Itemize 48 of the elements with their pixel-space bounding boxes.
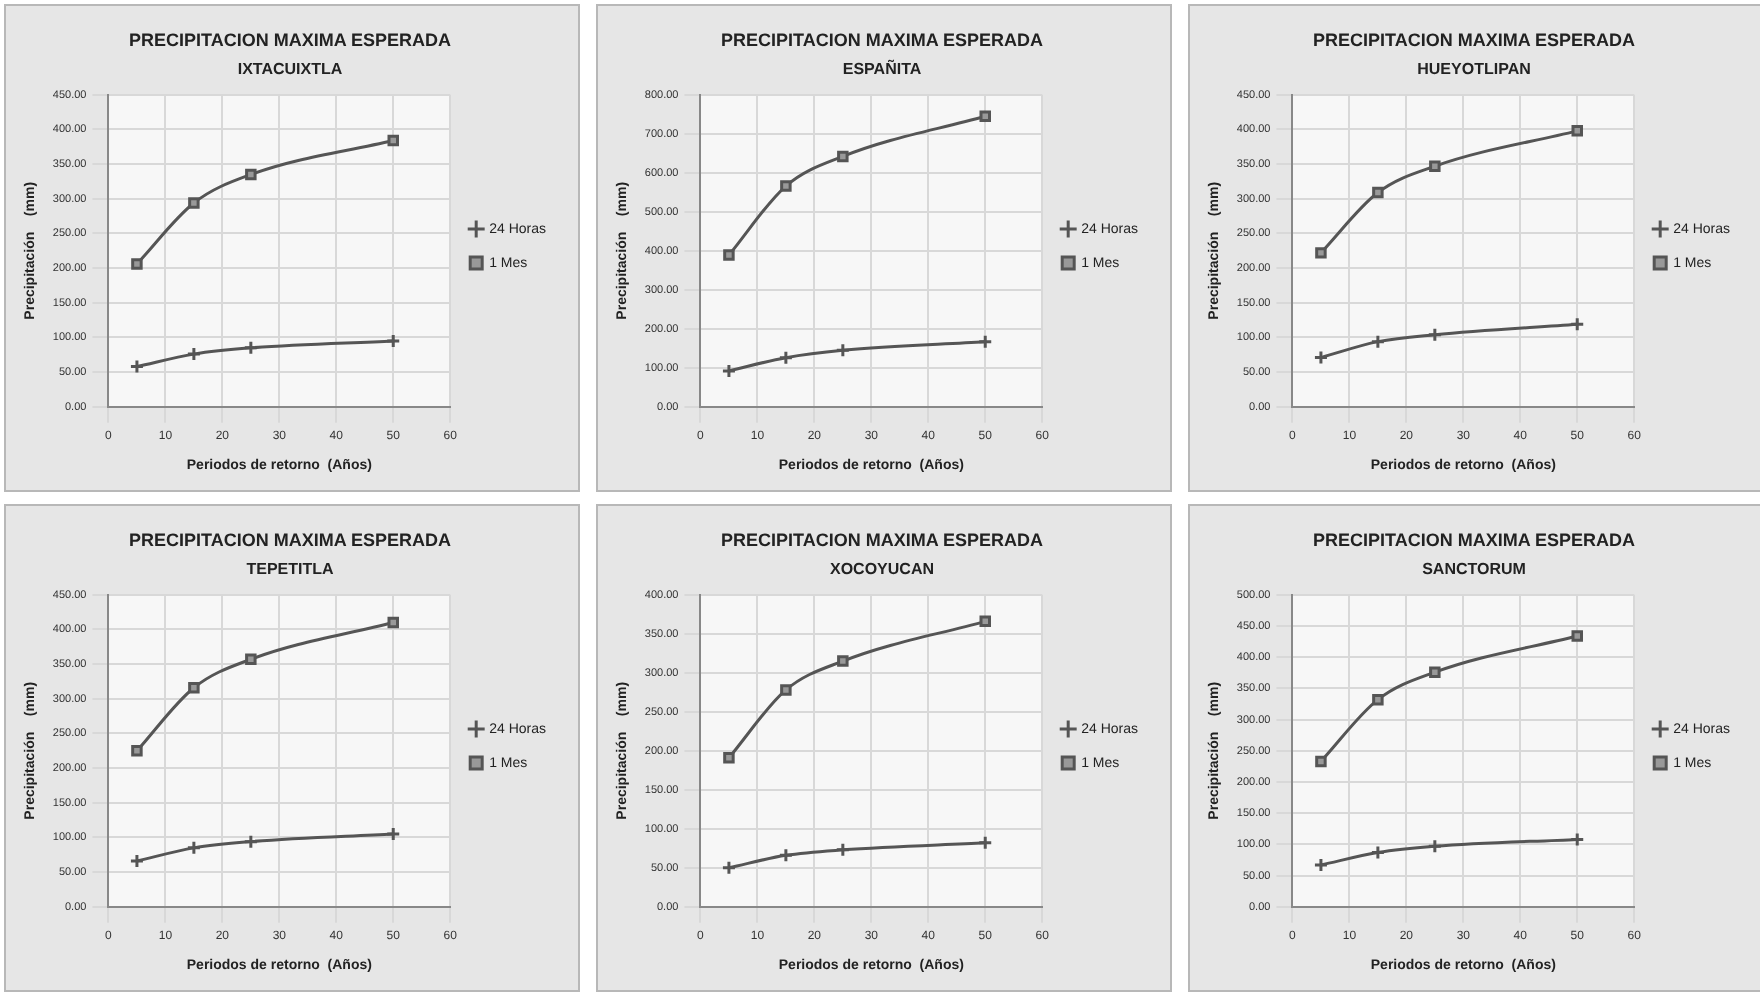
- point: [1315, 755, 1327, 768]
- point: [186, 346, 202, 362]
- point: [1372, 186, 1384, 199]
- point: [1429, 160, 1441, 172]
- chart-subtitle: ESPAÑITA: [842, 57, 922, 78]
- point: [780, 684, 792, 696]
- chart-subtitle: XOCOYUCAN: [829, 559, 935, 578]
- point: [387, 616, 399, 629]
- point: [835, 842, 851, 858]
- point: [1370, 334, 1386, 350]
- point: [387, 134, 399, 147]
- chart-subtitle: HUEYOTLIPAN: [1417, 59, 1532, 78]
- point: [778, 350, 794, 366]
- point: [778, 847, 794, 863]
- chart-title: PRECIPITACION MAXIMA ESPERADA: [720, 29, 1045, 50]
- point: [1571, 125, 1583, 137]
- point: [835, 342, 851, 358]
- point: [243, 340, 259, 356]
- point: [1315, 247, 1327, 259]
- point: [131, 745, 143, 757]
- chart-subtitle: TEPETITLA: [246, 559, 334, 578]
- point: [188, 681, 200, 694]
- point: [979, 615, 991, 628]
- point: [1427, 327, 1443, 343]
- point: [1571, 630, 1583, 642]
- point: [1427, 838, 1443, 854]
- point: [1429, 666, 1441, 678]
- point: [243, 834, 259, 850]
- chart-subtitle: IXTACUIXTLA: [237, 59, 343, 78]
- chart-subtitle: SANCTORUM: [1422, 559, 1527, 578]
- point: [186, 840, 202, 856]
- point: [979, 110, 991, 122]
- chart-title: PRECIPITACION MAXIMA ESPERADA: [1312, 29, 1637, 50]
- point: [188, 197, 200, 209]
- point: [723, 249, 735, 261]
- point: [780, 180, 792, 192]
- point: [1372, 693, 1384, 706]
- chart-title: PRECIPITACION MAXIMA ESPERADA: [128, 29, 453, 50]
- point: [245, 168, 257, 181]
- chart-title: PRECIPITACION MAXIMA ESPERADA: [720, 529, 1045, 550]
- point: [837, 150, 849, 163]
- point: [1370, 845, 1386, 861]
- chart-title: PRECIPITACION MAXIMA ESPERADA: [128, 529, 453, 550]
- point: [837, 655, 849, 667]
- point: [131, 258, 143, 270]
- point: [723, 752, 735, 764]
- chart-title: PRECIPITACION MAXIMA ESPERADA: [1312, 529, 1637, 550]
- point: [245, 653, 257, 666]
